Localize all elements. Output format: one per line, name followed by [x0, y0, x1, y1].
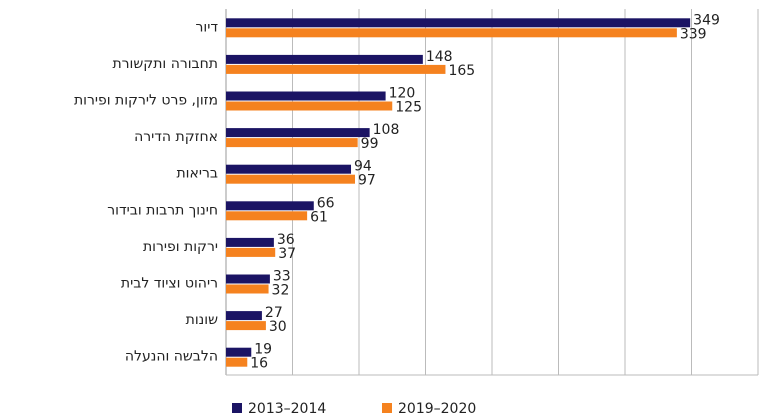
value-label: 339	[680, 26, 707, 42]
bar	[226, 64, 446, 74]
y-tick-label: הלבשה והנעלה	[125, 349, 218, 365]
bar	[226, 311, 262, 321]
bar	[226, 164, 352, 174]
bar	[226, 201, 314, 211]
value-label: 33	[273, 269, 291, 285]
bar	[226, 357, 248, 367]
bar	[226, 274, 270, 284]
bar	[226, 18, 691, 28]
value-label: 97	[358, 173, 376, 189]
y-tick-label: חינוך תרבות ובידור	[107, 202, 218, 218]
value-label: 120	[389, 86, 416, 102]
value-label: 148	[426, 49, 453, 65]
value-label: 99	[361, 136, 379, 152]
bar	[226, 284, 269, 294]
value-label: 19	[254, 342, 272, 358]
value-label: 27	[265, 305, 283, 321]
value-label: 32	[272, 283, 290, 299]
value-label: 94	[354, 159, 372, 175]
bar	[226, 138, 358, 148]
y-tick-label: תחבורה ותקשורת	[112, 56, 218, 72]
bar	[226, 211, 308, 221]
bar	[226, 91, 386, 101]
value-label: 349	[693, 12, 720, 28]
value-label: 30	[269, 319, 287, 335]
value-label: 61	[310, 209, 328, 225]
value-label: 36	[277, 232, 295, 248]
y-tick-label: אחזקת הדירה	[134, 129, 218, 145]
value-label: 37	[278, 246, 296, 262]
bar	[226, 128, 370, 138]
bar	[226, 347, 252, 357]
y-tick-label: בריאות	[176, 166, 218, 182]
value-label: 16	[250, 356, 268, 372]
y-tick-label: שונות	[186, 312, 218, 328]
bar	[226, 28, 677, 38]
legend-label: 2013–2014	[248, 401, 326, 416]
legend-swatch	[382, 403, 392, 413]
y-tick-label: דיור	[196, 19, 219, 35]
bar	[226, 174, 356, 184]
value-label: 108	[373, 122, 400, 138]
value-label: 66	[317, 195, 335, 211]
value-label: 125	[395, 100, 422, 116]
legend-swatch	[232, 403, 242, 413]
bar	[226, 237, 274, 247]
y-tick-label: ירקות ופירות	[143, 239, 218, 255]
bar	[226, 321, 266, 331]
y-tick-label: ריהוט וציוד לבית	[121, 276, 218, 292]
bar	[226, 247, 276, 257]
bar	[226, 101, 393, 111]
legend-label: 2019–2020	[398, 401, 476, 416]
bar	[226, 54, 423, 64]
value-label: 165	[448, 63, 475, 79]
y-tick-label: מזון, פרט לירקות ופירות	[74, 93, 218, 109]
